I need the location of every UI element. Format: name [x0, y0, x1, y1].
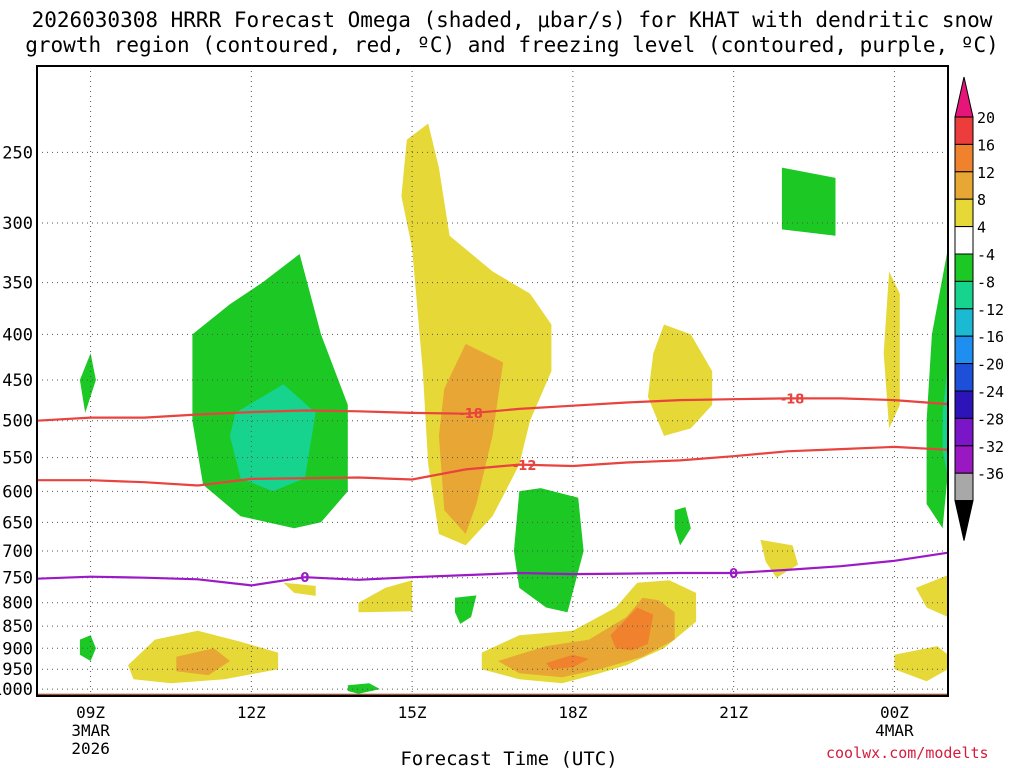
omega-region-25: [347, 683, 380, 694]
y-tick-850: 850: [2, 617, 33, 637]
colorbar-seg-11: [954, 390, 974, 419]
y-tick-250: 250: [2, 143, 33, 163]
colorbar-seg-1: [954, 116, 974, 145]
colorbar-seg-2: [954, 143, 974, 173]
colorbar-label-11: -28: [977, 410, 1004, 428]
x-tick-9-0: 09Z: [76, 703, 105, 722]
contour-minus12-label-0: -12: [513, 459, 537, 474]
plot-frame: [36, 65, 949, 697]
colorbar-label-10: -24: [977, 383, 1004, 401]
contour-freezing-line: [36, 551, 949, 587]
y-tick-300: 300: [2, 214, 33, 234]
colorbar-seg-7: [954, 280, 974, 310]
contour-minus18-label-1: -18: [781, 392, 805, 407]
x-tick-15-0: 15Z: [398, 703, 427, 722]
y-tick-950: 950: [2, 660, 33, 680]
x-tick-24-0: 00Z: [880, 703, 909, 722]
x-tick-21-0: 21Z: [719, 703, 748, 722]
colorbar-label-7: -12: [977, 301, 1004, 319]
colorbar-label-8: -16: [977, 328, 1004, 346]
colorbar-top-arrow: [954, 76, 974, 118]
colorbar-seg-5: [954, 226, 974, 255]
x-tick-12-0: 12Z: [237, 703, 266, 722]
omega-region-23: [674, 507, 691, 546]
colorbar-seg-8: [954, 308, 974, 337]
omega-region-22: [513, 488, 584, 613]
omega-region-0: [401, 123, 552, 546]
colorbar-seg-4: [954, 198, 974, 228]
x-tick-24-1: 4MAR: [875, 721, 914, 740]
omega-region-1: [438, 343, 504, 534]
colorbar-label-4: 4: [977, 219, 986, 237]
omega-region-6: [358, 580, 413, 613]
x-tick-18-0: 18Z: [558, 703, 587, 722]
omega-region-9: [546, 654, 589, 670]
x-tick-9-2: 2026: [71, 739, 110, 758]
colorbar-seg-9: [954, 335, 974, 365]
y-tick-650: 650: [2, 513, 33, 533]
colorbar-seg-3: [954, 171, 974, 200]
omega-region-19: [781, 167, 836, 236]
colorbar-label-12: -32: [977, 438, 1004, 456]
grid-lines: [37, 66, 948, 696]
y-tick-500: 500: [2, 412, 33, 432]
x-tick-9-1: 3MAR: [71, 721, 110, 740]
contour-freezing-label-1: 0: [729, 567, 738, 582]
colorbar-label-13: -36: [977, 465, 1004, 483]
colorbar-label-5: -4: [977, 246, 995, 264]
contour-lines: -18 -18 -12 0 0: [36, 392, 949, 587]
contour-minus12-line: [37, 445, 949, 487]
omega-region-15: [192, 254, 348, 529]
y-tick-700: 700: [2, 542, 33, 562]
chart-title: 2026030308 HRRR Forecast Omega (shaded, …: [0, 8, 1024, 58]
omega-region-20: [926, 235, 948, 529]
contour-freezing-label-0: 0: [300, 571, 309, 586]
y-tick-400: 400: [2, 325, 33, 345]
contour-minus18-label-0: -18: [459, 407, 483, 422]
colorbar-label-2: 12: [977, 164, 995, 182]
omega-region-3: [883, 271, 900, 429]
colorbar-seg-6: [954, 253, 974, 282]
y-tick-900: 900: [2, 639, 33, 659]
x-axis-label: Forecast Time (UTC): [400, 748, 617, 768]
y-tick-450: 450: [2, 371, 33, 391]
colorbar-seg-10: [954, 363, 974, 392]
colorbar-seg-12: [954, 417, 974, 447]
omega-region-4: [760, 539, 798, 578]
y-tick-800: 800: [2, 594, 33, 614]
terrain-band: [37, 693, 948, 696]
colorbar-label-9: -20: [977, 356, 1004, 374]
colorbar-label-6: -8: [977, 273, 995, 291]
omega-region-10: [610, 607, 654, 651]
colorbar-label-0: 20: [977, 109, 995, 127]
terrain-fill: [37, 693, 948, 696]
y-tick-550: 550: [2, 449, 33, 469]
omega-region-13: [894, 646, 948, 682]
y-tick-600: 600: [2, 482, 33, 502]
credit-link[interactable]: coolwx.com/modelts: [826, 744, 989, 762]
colorbar-seg-13: [954, 445, 974, 474]
colorbar-bottom-arrow: [954, 500, 974, 541]
title-line-1: 2026030308 HRRR Forecast Omega (shaded, …: [31, 8, 993, 32]
omega-region-12: [176, 648, 230, 676]
colorbar-label-3: 8: [977, 191, 986, 209]
contour-minus18-line: [36, 397, 949, 422]
y-axis: 2503003504004505005506006507007508008509…: [0, 143, 33, 700]
omega-region-17: [79, 353, 96, 413]
omega-region-2: [647, 324, 713, 436]
omega-region-14: [915, 575, 948, 617]
omega-region-5: [283, 582, 316, 596]
omega-region-24: [455, 595, 477, 624]
y-tick-1000: 1000: [0, 680, 33, 700]
omega-shading: [79, 123, 948, 694]
colorbar: 20 16 12 8 4 -4 -8 -12 -16 -20 -24 -28 -32 -36: [954, 76, 1004, 541]
colorbar-label-1: 16: [977, 136, 995, 154]
y-tick-750: 750: [2, 569, 33, 589]
title-line-2: growth region (contoured, red, ºC) and f…: [25, 33, 999, 57]
colorbar-seg-14: [954, 472, 974, 502]
y-tick-350: 350: [2, 274, 33, 294]
